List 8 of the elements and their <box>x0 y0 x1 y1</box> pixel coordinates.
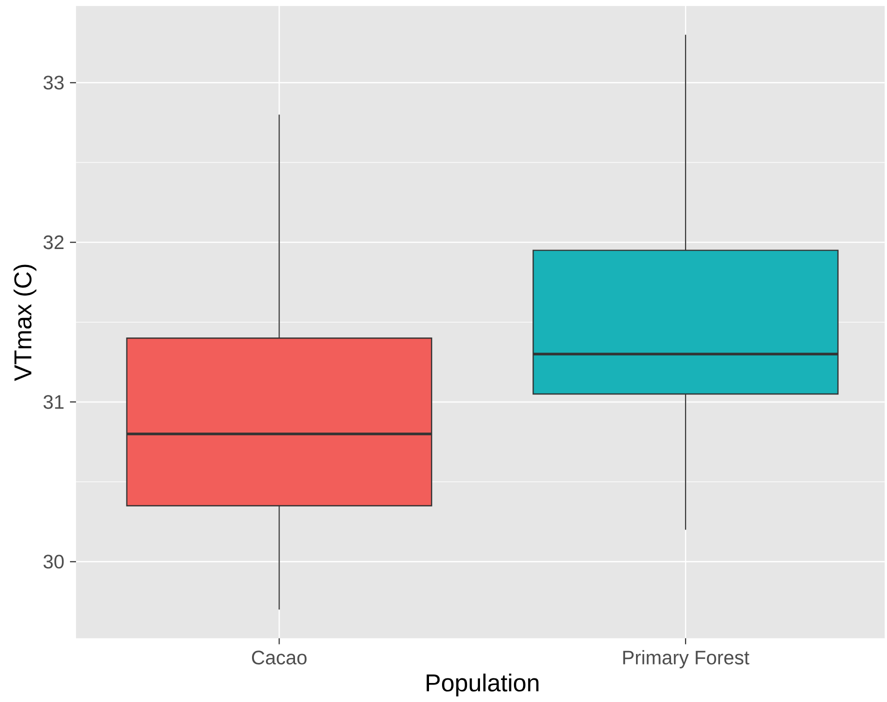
y-tick-label: 33 <box>44 76 64 90</box>
y-tick-label: 31 <box>44 395 64 409</box>
y-tick-label: 32 <box>44 235 64 250</box>
y-axis-title: VTmax (C) <box>14 264 36 381</box>
x-tick-label: Cacao <box>252 650 307 664</box>
x-tick-label: Primary Forest <box>623 650 750 668</box>
y-tick-label: 30 <box>44 554 64 569</box>
x-axis-title: Population <box>426 674 538 696</box>
